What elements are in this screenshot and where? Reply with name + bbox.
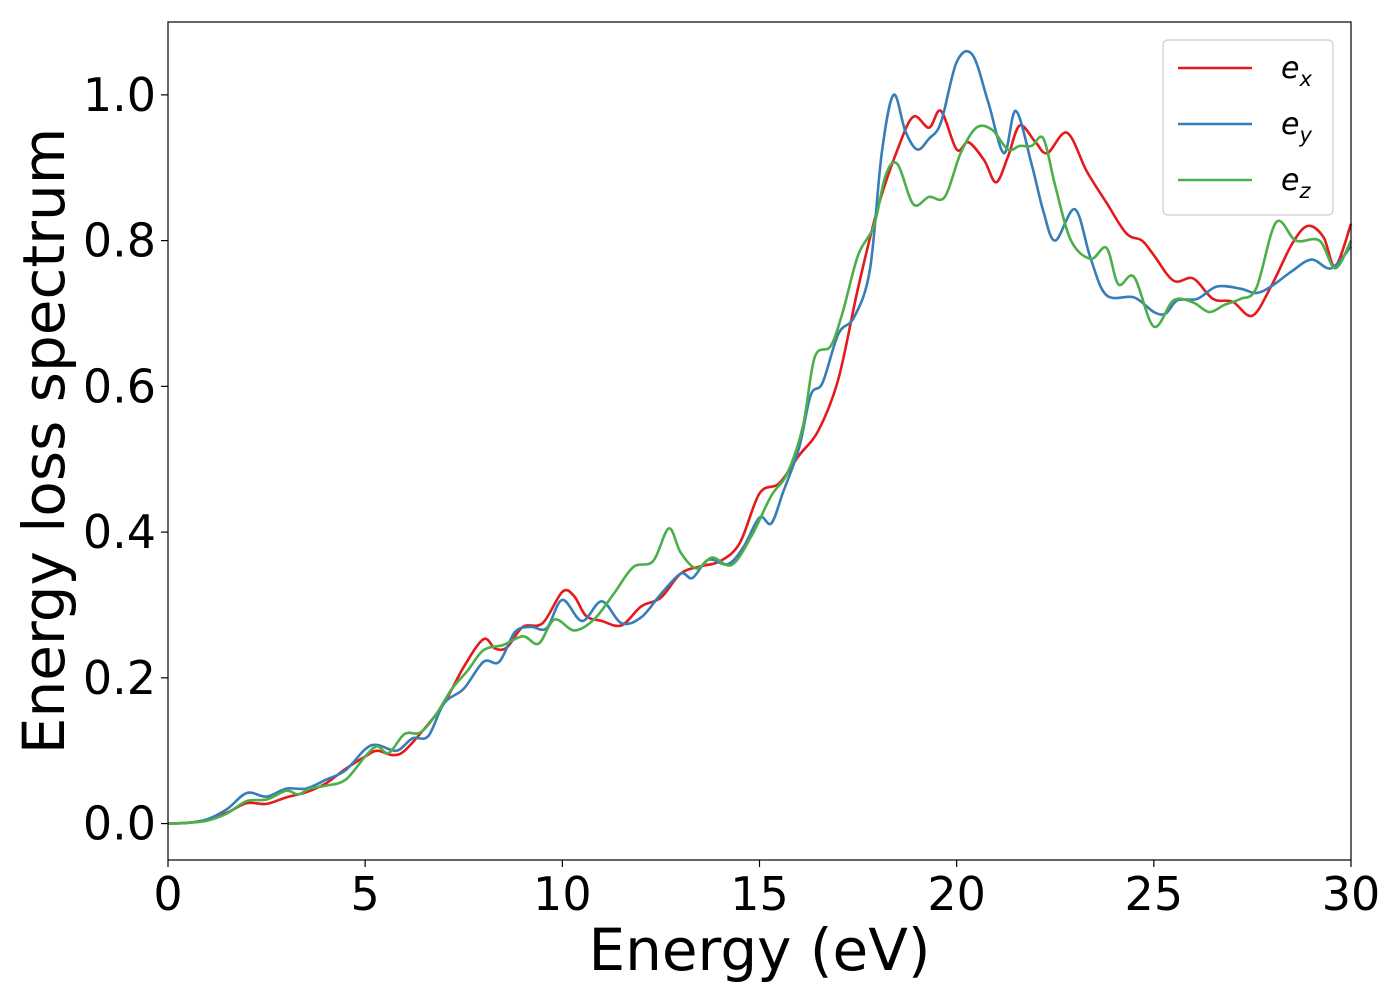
legend-frame bbox=[1162, 39, 1334, 216]
y-tick-label: 1.0 bbox=[83, 68, 156, 122]
y-tick-label: 0.8 bbox=[83, 214, 156, 268]
y-axis-ticks: 0.0 0.2 0.4 0.6 0.8 1.0 bbox=[83, 68, 168, 851]
x-tick-label: 20 bbox=[927, 867, 986, 921]
x-tick-label: 0 bbox=[153, 867, 182, 921]
y-tick-label: 0.2 bbox=[83, 651, 156, 705]
y-tick-label: 0.0 bbox=[83, 797, 156, 851]
x-tick-label: 10 bbox=[533, 867, 592, 921]
x-tick-label: 30 bbox=[1322, 867, 1381, 921]
y-tick-label: 0.4 bbox=[83, 505, 156, 559]
x-axis-label: Energy (eV) bbox=[588, 916, 930, 984]
x-axis-ticks: 0 5 10 15 20 25 30 bbox=[153, 860, 1380, 921]
x-tick-label: 5 bbox=[351, 867, 380, 921]
y-axis-label: Energy loss spectrum bbox=[10, 128, 78, 754]
x-tick-label: 25 bbox=[1125, 867, 1184, 921]
series-line-ex bbox=[167, 109, 1353, 825]
series-line-ez bbox=[167, 124, 1353, 825]
x-tick-label: 15 bbox=[730, 867, 789, 921]
plot-lines bbox=[167, 49, 1353, 825]
y-tick-label: 0.6 bbox=[83, 359, 156, 413]
series-line-ey bbox=[167, 49, 1353, 825]
